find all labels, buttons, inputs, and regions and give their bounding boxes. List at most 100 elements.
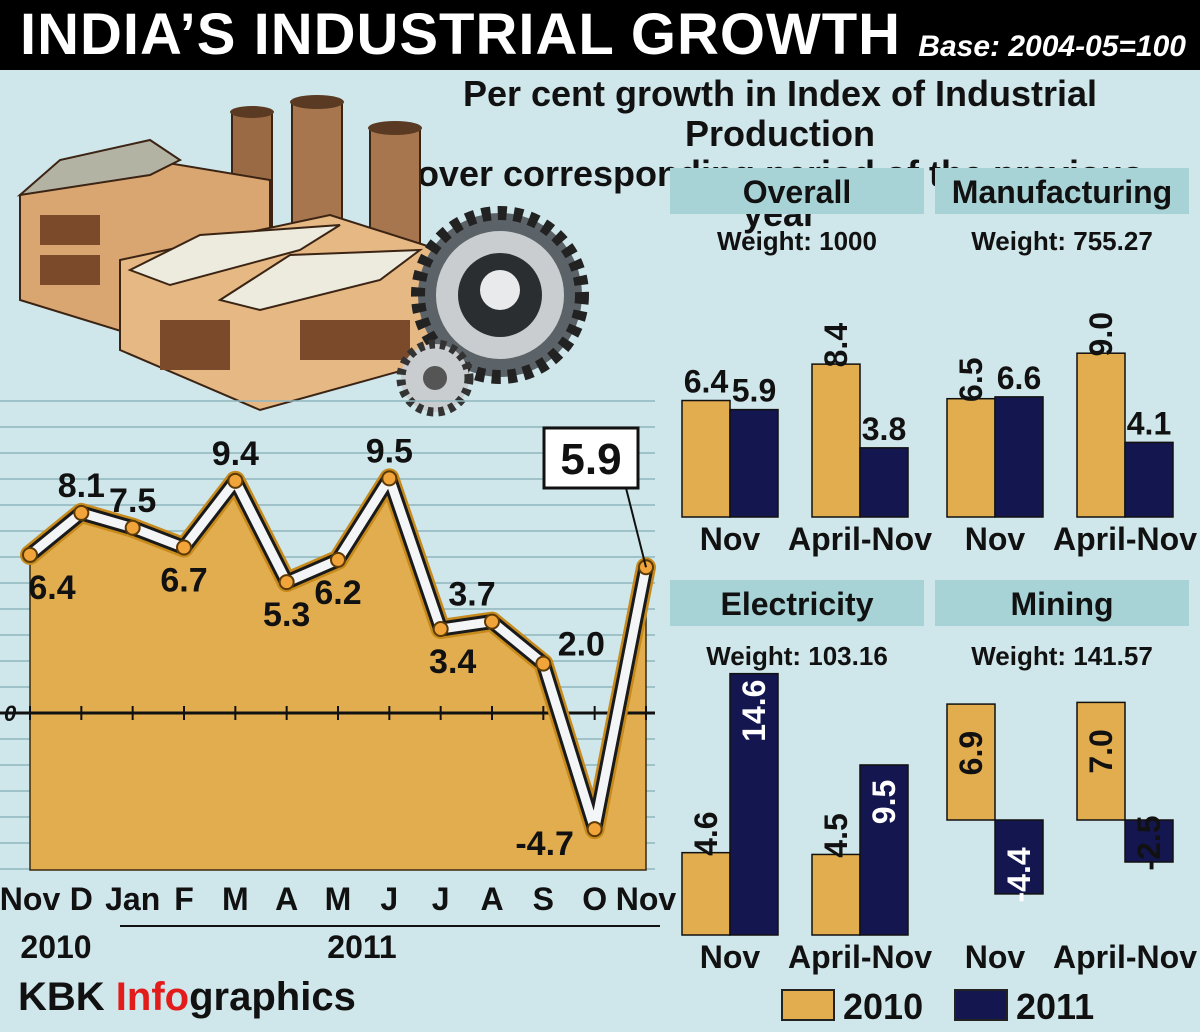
category-label: April-Nov [1053, 939, 1197, 975]
line-chart: 0 6.4 8.1 7.5 6.7 9.4 5.36.2 9.5 3.4 3.7 2.0 -4.7 5.… [0, 400, 677, 965]
bar [729, 408, 779, 518]
panel-header-manufacturing [935, 168, 1189, 214]
x-tick-label: D [70, 881, 93, 917]
highlight-value: 5.9 [560, 435, 621, 484]
legend-label-2011: 2011 [1016, 986, 1094, 1027]
credit-graphics: graphics [189, 975, 356, 1019]
bar-value-label: 6.4 [684, 364, 729, 400]
bar-value-label: 4.5 [818, 813, 854, 857]
bar-value-label: 4.6 [688, 811, 724, 855]
x-tick-label: Nov [616, 881, 677, 917]
bar [811, 853, 861, 936]
data-label: 7.5 [109, 482, 156, 520]
x-tick-label: J [380, 881, 398, 917]
x-tick-label: F [174, 881, 194, 917]
bar-value-label: -4.4 [1001, 847, 1037, 902]
highlight-pointer [625, 487, 647, 568]
x-tick-label: A [275, 881, 298, 917]
category-label: Nov [965, 939, 1026, 975]
panel-weight: Weight: 755.27 [971, 226, 1153, 256]
data-point [381, 470, 398, 487]
data-point [22, 546, 38, 563]
bar [859, 764, 909, 936]
data-label: 6.2 [314, 574, 361, 612]
bar [681, 851, 731, 936]
legend-swatch-2010 [781, 989, 835, 1021]
bar-panel-manufacturing: Manufacturing Weight: 755.27 6.5 6.6 Nov 9.0 4… [946, 174, 1197, 557]
panel-title: Manufacturing [952, 174, 1172, 210]
bar-value-label: 9.5 [866, 780, 902, 824]
data-label: 9.4 [212, 435, 259, 473]
data-point [535, 655, 552, 672]
bar-value-label: 3.8 [862, 411, 906, 447]
legend-label-2010: 2010 [843, 986, 923, 1027]
bar [994, 819, 1044, 895]
bar-panel-mining: Mining Weight: 141.57 6.9 -4.4 Nov 7.0 -2.5 Apr… [946, 586, 1197, 975]
bar [681, 399, 731, 518]
data-point [124, 519, 141, 536]
data-label: 9.5 [366, 432, 413, 470]
panel-weight: Weight: 103.16 [706, 641, 888, 671]
bar-value-label: 6.9 [953, 731, 989, 775]
data-label: 3.4 [429, 643, 476, 681]
data-point [586, 821, 603, 838]
bar-value-label: 5.9 [732, 373, 776, 409]
credit-info: Info [115, 975, 190, 1019]
x-tick-label: A [480, 881, 503, 917]
bar [994, 396, 1044, 518]
data-label: 5.3 [263, 596, 310, 634]
category-label: April-Nov [788, 521, 932, 557]
bar-value-label: 9.0 [1083, 312, 1119, 356]
category-label: Nov [700, 939, 761, 975]
data-label: -4.7 [515, 825, 574, 863]
panel-weight: Weight: 1000 [717, 226, 877, 256]
data-point [176, 539, 192, 556]
bar [859, 447, 909, 518]
chart-title: INDIA’S INDUSTRIAL GROWTH [20, 2, 902, 67]
bar [946, 397, 996, 518]
bar [811, 363, 861, 518]
bar-value-label: 7.0 [1083, 729, 1119, 773]
x-tick-label: M [325, 881, 352, 917]
data-label: 2.0 [558, 626, 605, 664]
bar-value-label: 4.1 [1127, 405, 1171, 441]
x-tick-label: O [582, 881, 607, 917]
legend-swatch-2011 [954, 989, 1008, 1021]
credit-kbk: KBK [18, 975, 116, 1019]
data-point [278, 574, 295, 591]
factory-illustration [16, 95, 441, 412]
panel-header-overall [670, 168, 924, 214]
data-point [227, 472, 244, 489]
highlight-box [542, 426, 640, 490]
bar [1124, 819, 1174, 863]
gear-icon [396, 206, 589, 417]
panel-weight: Weight: 141.57 [971, 641, 1153, 671]
x-tick-label: J [432, 881, 450, 917]
x-tick-label: Nov [0, 881, 60, 917]
category-label: April-Nov [788, 939, 932, 975]
bar [729, 672, 779, 936]
data-point [73, 504, 90, 521]
bar [946, 703, 996, 821]
zero-label: 0 [4, 701, 17, 726]
category-label: Nov [700, 521, 761, 557]
bar [1076, 352, 1126, 518]
data-point [330, 551, 346, 568]
bar-panel-overall: Overall Weight: 1000 6.4 5.9 Nov 8.4 3.8 April-… [681, 174, 932, 557]
panel-title: Overall [743, 174, 852, 210]
credit: KBK Infographics [18, 975, 356, 1020]
panel-title: Electricity [721, 586, 874, 622]
x-tick-label: M [222, 881, 249, 917]
x-tick-label: S [533, 881, 554, 917]
title-bar: INDIA’S INDUSTRIAL GROWTH Base: 2004-05=… [0, 0, 1200, 70]
bar-value-label: 8.4 [818, 323, 854, 368]
subtitle-line-1: Per cent growth in Index of Industrial P… [462, 73, 1098, 154]
year-label-2011: 2011 [327, 929, 396, 965]
panel-header-electricity [670, 580, 924, 626]
data-label: 3.7 [448, 576, 495, 614]
bar-value-label: 14.6 [736, 680, 772, 742]
bar-value-label: 6.6 [997, 360, 1041, 396]
bar-panel-electricity: Electricity Weight: 103.16 4.6 14.6 Nov 4.5 9.… [681, 586, 932, 975]
base-note: Base: 2004-05=100 [918, 30, 1186, 63]
